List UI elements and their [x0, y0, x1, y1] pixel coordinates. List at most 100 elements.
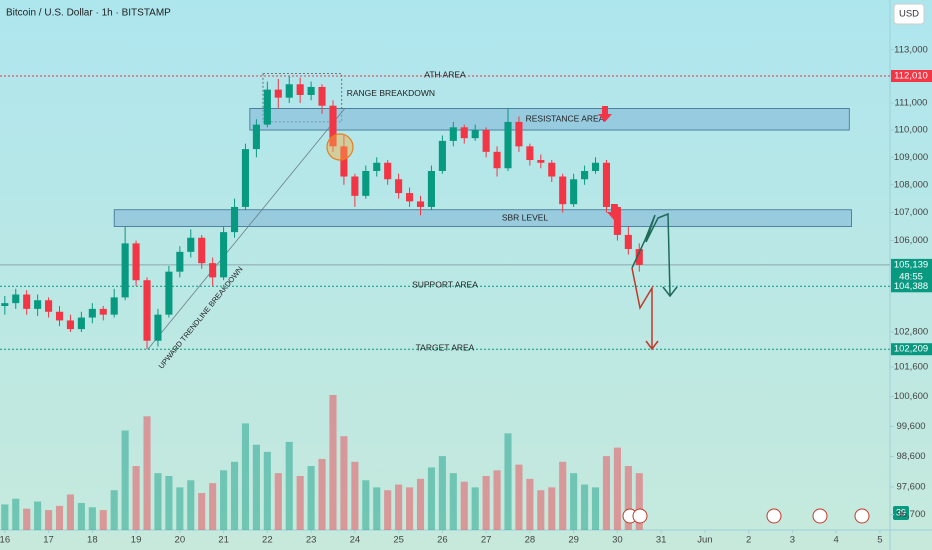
volume-bar: [427, 467, 435, 530]
x-tick-label: 25: [393, 535, 404, 546]
volume-bar: [471, 487, 479, 530]
currency-button[interactable]: [893, 3, 925, 25]
candle-body: [471, 130, 479, 139]
volume-bar: [1, 504, 9, 530]
y-tick-label: 97,600: [896, 481, 925, 492]
volume-bar: [406, 487, 414, 530]
candle-body: [34, 300, 42, 309]
volume-bar: [526, 478, 534, 530]
candle-body: [591, 162, 600, 172]
y-tick-label: 102,800: [894, 327, 928, 338]
x-tick-label: 29: [568, 535, 579, 546]
volume-bar: [460, 481, 468, 530]
event-icon[interactable]: [632, 508, 648, 524]
x-tick-label: 3: [790, 535, 795, 546]
trendline: [147, 108, 346, 350]
candle-body: [121, 243, 129, 298]
x-tick-label: 30: [612, 535, 623, 546]
volume-bar: [143, 416, 151, 530]
zone: [249, 108, 850, 131]
volume-bar: [165, 476, 173, 530]
candle-body: [581, 171, 589, 180]
zone: [113, 209, 852, 227]
candle-body: [252, 124, 260, 150]
candle-body: [624, 234, 632, 250]
volume-bar: [121, 430, 129, 530]
candle-body: [559, 176, 567, 205]
volume-bar: [340, 436, 348, 530]
level-label: SUPPORT AREA: [412, 280, 478, 290]
volume-bar: [55, 505, 64, 530]
x-tick-label: 18: [87, 535, 98, 546]
y-tick-label: 110,000: [894, 125, 928, 136]
price-badge: [891, 343, 932, 356]
x-tick-label: 26: [437, 535, 448, 546]
candle-body: [384, 162, 392, 180]
candle-body: [307, 86, 315, 95]
zone-label: RANGE BREAKDOWN: [347, 88, 435, 98]
price-badge-label: 112,010: [894, 71, 928, 82]
event-icon[interactable]: [766, 508, 782, 524]
chart-title: Bitcoin / U.S. Dollar · 1h · BITSTAMP: [6, 8, 171, 19]
x-tick-label: 4: [834, 535, 839, 546]
candle-body: [635, 249, 643, 265]
candle-body: [395, 179, 403, 194]
countdown: 48:55: [899, 271, 923, 282]
y-tick-label: 106,000: [894, 235, 928, 246]
candle-body: [406, 193, 414, 202]
volume-bar: [110, 490, 118, 530]
volume-bar: [45, 510, 53, 530]
x-tick-label: 19: [131, 535, 142, 546]
event-icon[interactable]: [812, 508, 828, 524]
event-icons: [622, 508, 870, 524]
x-tick-label: 31: [656, 535, 667, 546]
candle-body: [99, 308, 107, 315]
candle-body: [55, 311, 64, 321]
volume-bar: [537, 490, 545, 530]
x-tick-label: 21: [218, 535, 229, 546]
candle-body: [427, 171, 435, 207]
currency-label[interactable]: USD: [899, 9, 919, 20]
breakdown-highlight: [326, 133, 354, 161]
candle-body: [154, 314, 162, 341]
volume-bar: [34, 501, 42, 530]
badge-bg: [893, 506, 909, 520]
price-badge-label: 102,209: [894, 344, 928, 355]
down-arrow: [607, 204, 621, 220]
volume-bar: [416, 478, 425, 530]
volume-bar: [263, 451, 271, 530]
x-tick-label: 24: [350, 535, 361, 546]
y-tick-label: 108,000: [894, 179, 928, 190]
candle-body: [351, 176, 359, 196]
event-icon[interactable]: [854, 508, 870, 524]
volume-bar: [252, 444, 260, 530]
volume-bar: [613, 447, 621, 530]
x-tick-label: 22: [262, 535, 273, 546]
volume-bar: [351, 461, 359, 530]
y-tick-label: 100,600: [894, 391, 928, 402]
volume-bar: [504, 433, 512, 530]
badge: 39: [896, 507, 906, 517]
volume-bar: [438, 456, 446, 530]
candle-body: [318, 86, 326, 106]
volume-bar: [66, 494, 75, 530]
price-badge: [891, 258, 932, 283]
volume-bar: [602, 456, 611, 530]
volume-bar: [132, 466, 140, 530]
price-badge: [891, 70, 932, 83]
volume-bar: [329, 395, 337, 530]
zone-label: RESISTANCE AREA: [526, 113, 605, 123]
candle-body: [296, 84, 304, 95]
volume-bar: [296, 476, 304, 530]
candle-body: [570, 179, 578, 205]
candle-body: [220, 232, 228, 278]
projection-arrowhead: [645, 340, 659, 351]
candle-body: [373, 162, 381, 172]
volume-bar: [307, 466, 315, 530]
candle-body: [526, 146, 534, 161]
x-tick-label: 28: [525, 535, 536, 546]
volume-bar: [209, 483, 217, 530]
volume-bar: [570, 473, 578, 530]
